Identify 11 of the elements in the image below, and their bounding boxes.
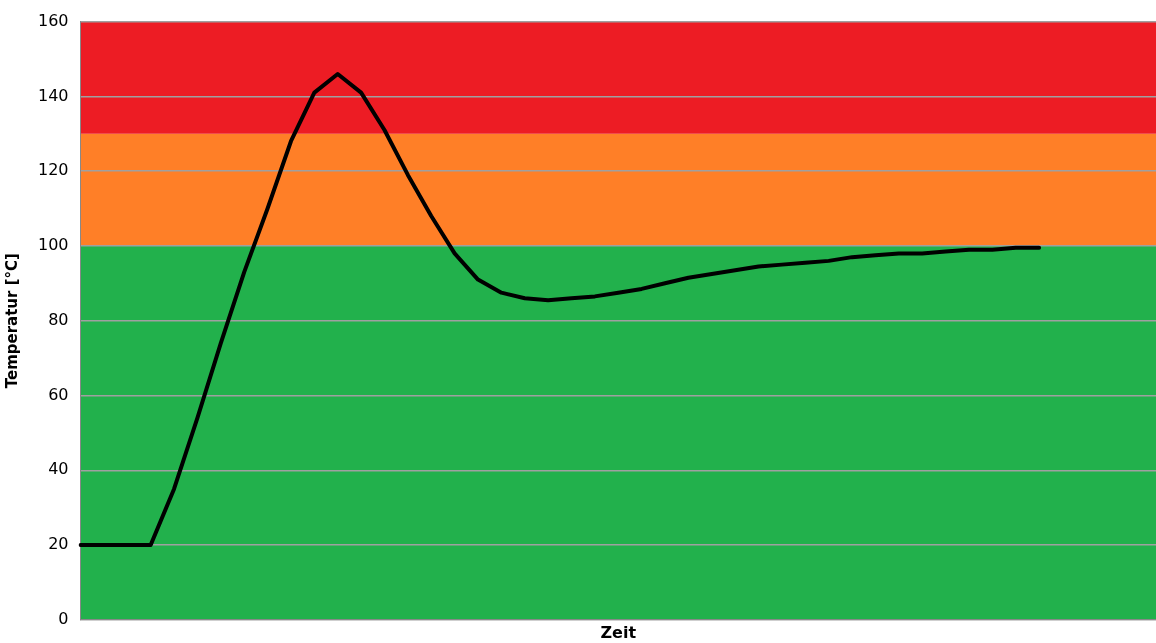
y-tick-label: 40 [48, 459, 69, 479]
y-tick-label: 100 [37, 235, 69, 255]
y-axis-title: Temperatur [°C] [2, 253, 21, 389]
y-tick-label: 60 [48, 384, 69, 404]
y-tick-label: 20 [48, 534, 69, 554]
y-tick-label: 140 [37, 85, 69, 105]
x-axis-title: Zeit [600, 622, 637, 642]
y-tick-label: 120 [37, 160, 69, 180]
y-tick-label: 80 [48, 309, 69, 329]
y-tick-label: 160 [37, 10, 69, 30]
y-tick-label: 0 [58, 608, 69, 628]
